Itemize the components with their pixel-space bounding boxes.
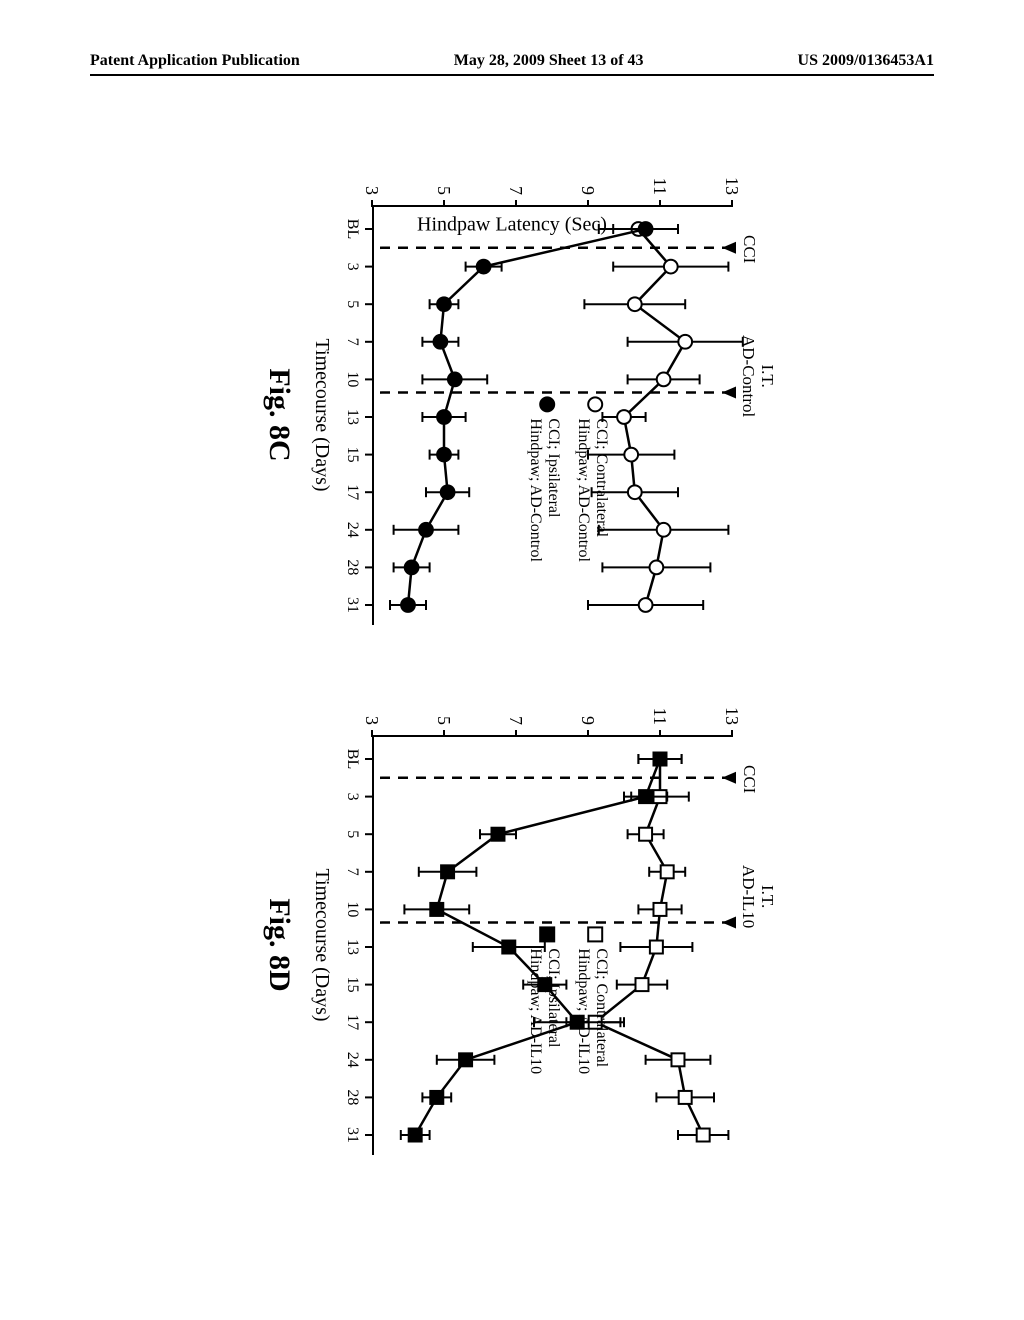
plot-svg-8d: 35791113BL35710131517242831CCI; Contrala… [372, 737, 732, 1157]
svg-text:CCI; Contralateral: CCI; Contralateral [593, 948, 610, 1067]
svg-text:7: 7 [344, 338, 361, 346]
svg-text:BL: BL [344, 219, 361, 239]
event-label-cci: CCI [739, 765, 758, 793]
header-left: Patent Application Publication [90, 52, 300, 70]
svg-text:17: 17 [344, 1014, 361, 1030]
svg-text:11: 11 [650, 178, 670, 195]
figure-area-rotated: Hindpaw Latency (Sec) CCI I.T. AD-Contro… [0, 248, 1024, 1092]
svg-text:CCI; Ipsilateral: CCI; Ipsilateral [545, 948, 562, 1048]
svg-text:Hindpaw; AD-IL10: Hindpaw; AD-IL10 [527, 948, 544, 1074]
x-axis-label: Timecourse (Days) [310, 735, 333, 1155]
svg-text:24: 24 [344, 522, 361, 538]
svg-text:28: 28 [344, 559, 361, 575]
top-event-labels-8d: CCI I.T. AD-IL10 [732, 735, 772, 1155]
svg-text:7: 7 [506, 716, 526, 725]
page-header: Patent Application Publication May 28, 2… [90, 52, 934, 76]
svg-text:CCI; Ipsilateral: CCI; Ipsilateral [545, 418, 562, 518]
svg-text:10: 10 [344, 371, 361, 387]
event-label-it: I.T. AD-Control [739, 335, 776, 417]
x-axis-label: Timecourse (Days) [310, 205, 333, 625]
svg-text:Hindpaw; AD-Control: Hindpaw; AD-Control [575, 418, 592, 562]
svg-text:5: 5 [434, 186, 454, 195]
svg-text:11: 11 [650, 708, 670, 725]
svg-text:CCI; Contralateral: CCI; Contralateral [593, 418, 610, 537]
svg-text:3: 3 [344, 263, 361, 271]
svg-text:9: 9 [578, 186, 598, 195]
event-label-it: I.T. AD-IL10 [739, 865, 776, 928]
plot-area-8d: 35791113BL35710131517242831CCI; Contrala… [372, 735, 732, 1155]
svg-text:5: 5 [344, 300, 361, 308]
svg-text:24: 24 [344, 1052, 361, 1068]
top-event-labels-8c: CCI I.T. AD-Control [732, 205, 772, 625]
svg-text:3: 3 [362, 716, 382, 725]
svg-text:15: 15 [344, 977, 361, 993]
svg-text:BL: BL [344, 749, 361, 769]
svg-text:17: 17 [344, 484, 361, 500]
event-label-cci: CCI [739, 235, 758, 263]
header-right: US 2009/0136453A1 [798, 52, 934, 70]
svg-text:9: 9 [578, 716, 598, 725]
chart-8c: Hindpaw Latency (Sec) CCI I.T. AD-Contro… [252, 140, 772, 660]
figure-caption-8c: Fig. 8C [262, 205, 296, 625]
charts-row: Hindpaw Latency (Sec) CCI I.T. AD-Contro… [252, 140, 772, 1200]
svg-text:5: 5 [344, 830, 361, 838]
svg-text:10: 10 [344, 901, 361, 917]
svg-text:13: 13 [344, 939, 361, 955]
svg-text:5: 5 [434, 716, 454, 725]
svg-text:Hindpaw; AD-Control: Hindpaw; AD-Control [527, 418, 544, 562]
svg-text:13: 13 [722, 177, 742, 195]
svg-text:28: 28 [344, 1089, 361, 1105]
svg-text:31: 31 [344, 1127, 361, 1143]
svg-text:13: 13 [344, 409, 361, 425]
svg-text:3: 3 [344, 793, 361, 801]
svg-text:3: 3 [362, 186, 382, 195]
chart-8d: CCI I.T. AD-IL10 35791113BL3571013151724… [252, 670, 772, 1190]
header-center: May 28, 2009 Sheet 13 of 43 [454, 52, 644, 70]
figure-caption-8d: Fig. 8D [262, 735, 296, 1155]
svg-text:Hindpaw; AD-IL10: Hindpaw; AD-IL10 [575, 948, 592, 1074]
svg-text:7: 7 [506, 186, 526, 195]
plot-area-8c: 35791113BL35710131517242831CCI; Contrala… [372, 205, 732, 625]
svg-text:15: 15 [344, 447, 361, 463]
plot-svg-8c: 35791113BL35710131517242831CCI; Contrala… [372, 207, 732, 627]
svg-text:13: 13 [722, 707, 742, 725]
svg-text:7: 7 [344, 868, 361, 876]
svg-text:31: 31 [344, 597, 361, 613]
